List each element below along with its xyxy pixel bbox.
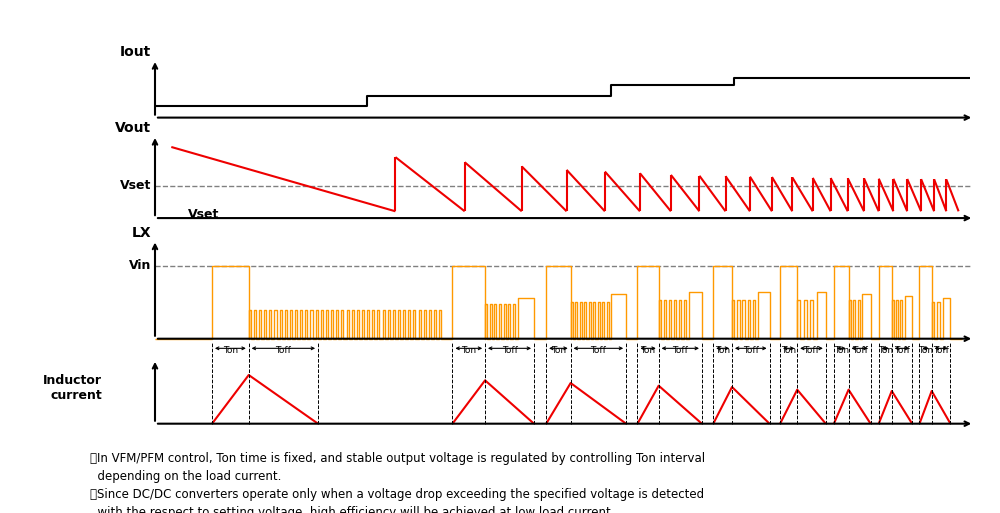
Text: ・In VFM/PFM control, Ton time is fixed, and stable output voltage is regulated b: ・In VFM/PFM control, Ton time is fixed, … bbox=[90, 452, 705, 483]
Text: Inductor
current: Inductor current bbox=[43, 374, 102, 402]
Text: Vout: Vout bbox=[115, 121, 151, 135]
Text: Toff: Toff bbox=[590, 346, 606, 355]
Text: Vset: Vset bbox=[188, 208, 219, 221]
Text: Toff: Toff bbox=[894, 346, 910, 355]
Text: Ton: Ton bbox=[834, 346, 849, 355]
Text: Vin: Vin bbox=[129, 259, 151, 272]
Text: Ton: Ton bbox=[918, 346, 933, 355]
Text: Ton: Ton bbox=[715, 346, 730, 355]
Text: Ton: Ton bbox=[461, 346, 476, 355]
Text: LX: LX bbox=[131, 226, 151, 240]
Text: Iout: Iout bbox=[120, 45, 151, 59]
Text: Toff: Toff bbox=[804, 346, 819, 355]
Text: Ton: Ton bbox=[641, 346, 656, 355]
Text: Toff: Toff bbox=[672, 346, 688, 355]
Text: Toff: Toff bbox=[502, 346, 517, 355]
Text: Toff: Toff bbox=[743, 346, 759, 355]
Text: Ton: Ton bbox=[223, 346, 238, 355]
Text: Ton: Ton bbox=[551, 346, 566, 355]
Text: Toff: Toff bbox=[933, 346, 949, 355]
Text: Ton: Ton bbox=[781, 346, 796, 355]
Text: Toff: Toff bbox=[275, 346, 291, 355]
Text: ・Since DC/DC converters operate only when a voltage drop exceeding the specified: ・Since DC/DC converters operate only whe… bbox=[90, 488, 704, 513]
Text: Vset: Vset bbox=[120, 180, 151, 192]
Text: Ton: Ton bbox=[878, 346, 893, 355]
Text: Toff: Toff bbox=[852, 346, 868, 355]
